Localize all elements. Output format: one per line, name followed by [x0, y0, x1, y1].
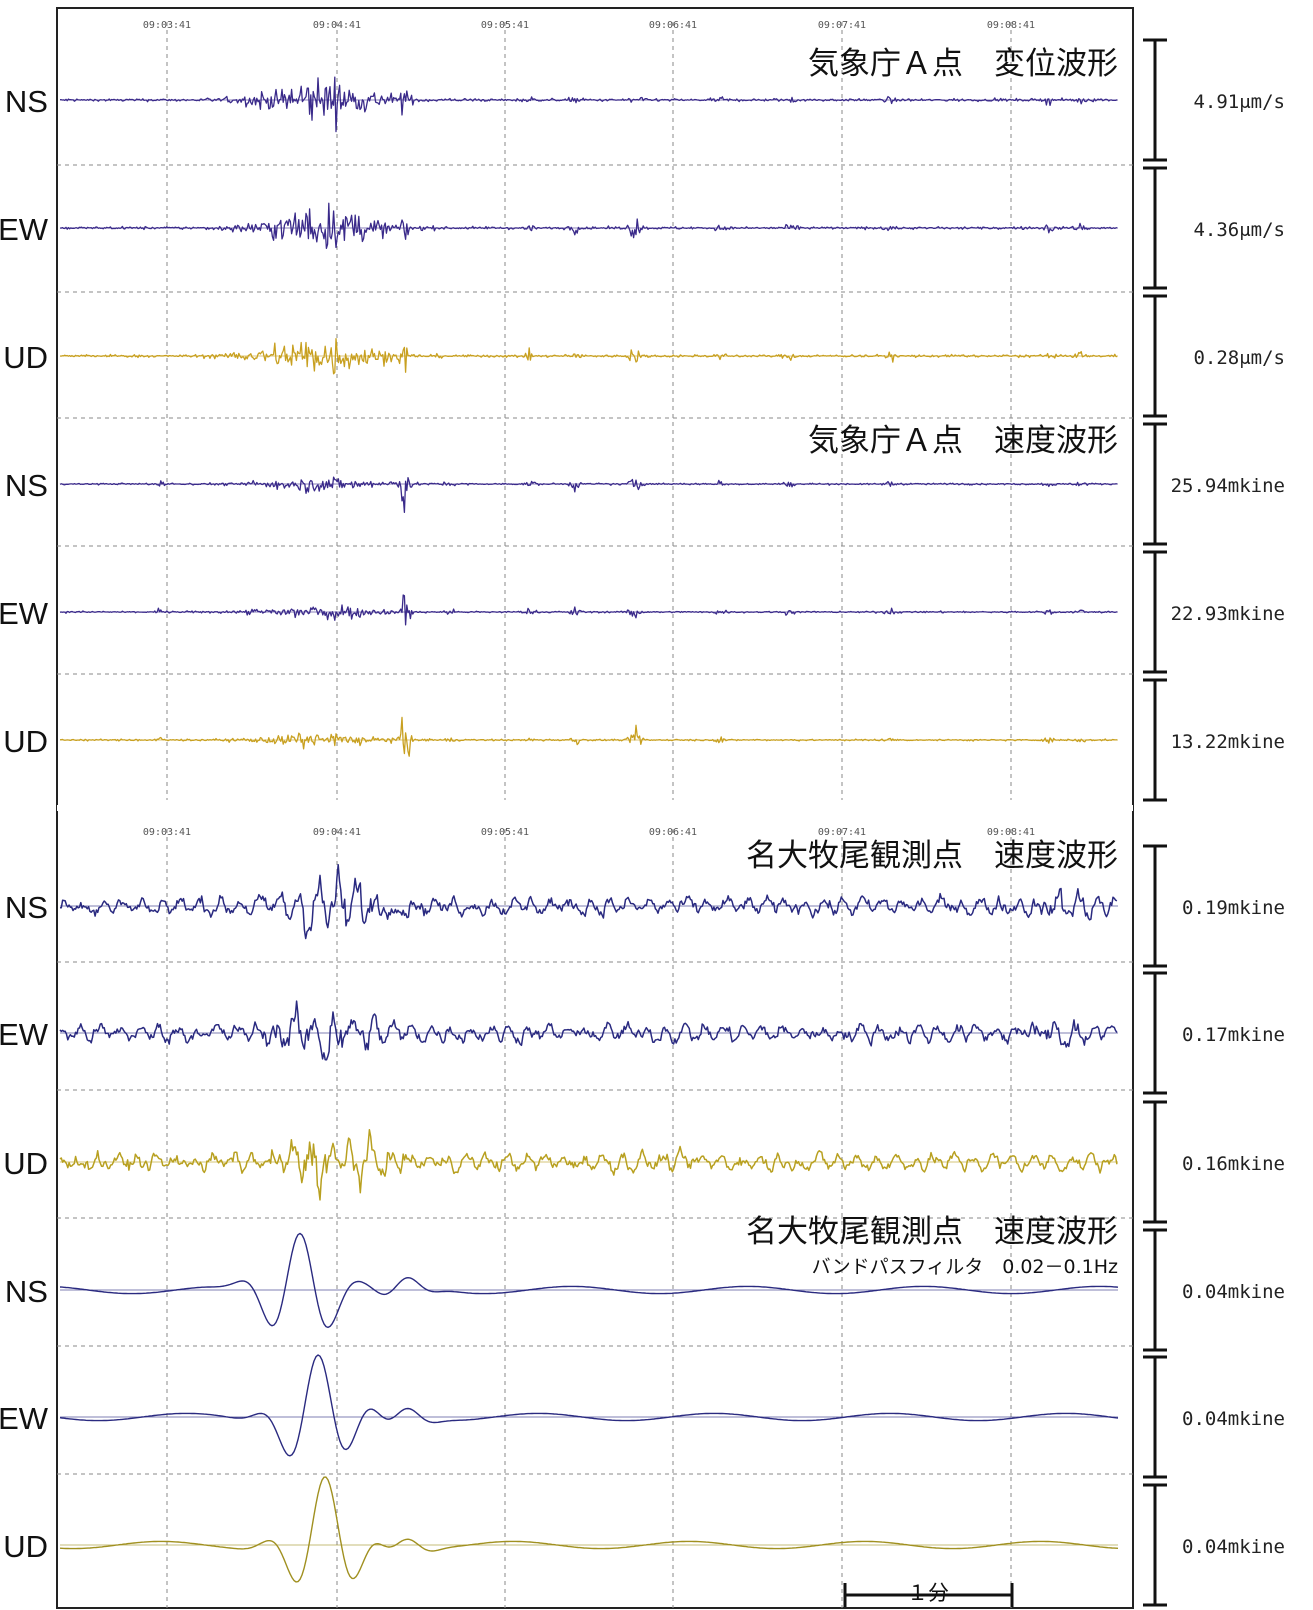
scale-label: 25.94mkine — [1171, 475, 1285, 497]
waveform-ud-panel2 — [59, 716, 1118, 757]
scale-label: 0.04mkine — [1182, 1536, 1285, 1558]
channel-label-ud: UD — [3, 724, 48, 759]
channel-label-ew: EW — [0, 596, 49, 631]
time-tick-label: 09:07:41 — [818, 20, 866, 31]
channel-labels: NS EW UD NS EW UD NS EW UD NS EW UD — [0, 84, 49, 1564]
channel-label-ew: EW — [0, 212, 49, 247]
time-tick-label: 09:08:41 — [987, 827, 1035, 838]
channel-label-ns: NS — [5, 468, 48, 503]
scale-label: 0.28μm/s — [1193, 347, 1285, 369]
waveform-ew-panel1 — [59, 202, 1118, 249]
waveform-traces — [59, 76, 1119, 1583]
panel-title-3: 名大牧尾観測点 速度波形 — [746, 838, 1118, 874]
scale-label: 0.16mkine — [1182, 1153, 1285, 1175]
time-tick-label: 09:05:41 — [481, 20, 529, 31]
channel-label-ew: EW — [0, 1017, 49, 1052]
scale-label: 13.22mkine — [1171, 731, 1285, 753]
time-tick-label: 09:05:41 — [481, 827, 529, 838]
time-tick-label: 09:03:41 — [143, 20, 191, 31]
amplitude-scale-bars: 4.91μm/s 4.36μm/s 0.28μm/s 25.94mkine 22.93m… — [1143, 38, 1285, 1607]
channel-label-ns: NS — [5, 890, 48, 925]
time-tick-label: 09:08:41 — [987, 20, 1035, 31]
waveform-ew-panel2 — [59, 594, 1118, 626]
waveform-ew-panel4 — [59, 1354, 1119, 1457]
waveform-ew-panel3 — [59, 1000, 1118, 1061]
waveform-ns-panel3 — [59, 863, 1118, 940]
scale-label: 0.04mkine — [1182, 1281, 1285, 1303]
channel-label-ns: NS — [5, 1274, 48, 1309]
waveform-ns-panel1 — [59, 76, 1118, 133]
panel-title-4: 名大牧尾観測点 速度波形 — [746, 1214, 1118, 1250]
waveform-ns-panel4 — [59, 1232, 1119, 1329]
scale-label: 0.19mkine — [1182, 897, 1285, 919]
grid-lines — [57, 22, 1133, 1608]
time-tick-label: 09:04:41 — [313, 827, 361, 838]
scale-label: 0.17mkine — [1182, 1024, 1285, 1046]
waveform-ns-panel2 — [59, 476, 1118, 513]
time-tick-label: 09:04:41 — [313, 20, 361, 31]
channel-label-ud: UD — [3, 1146, 48, 1181]
time-tick-label: 09:06:41 — [649, 20, 697, 31]
time-scale-bar-label: １分 — [907, 1581, 949, 1605]
panel-title-2: 気象庁Ａ点 速度波形 — [808, 423, 1118, 459]
time-tick-label: 09:03:41 — [143, 827, 191, 838]
waveform-ud-panel3 — [59, 1129, 1118, 1201]
time-tick-label: 09:06:41 — [649, 827, 697, 838]
scale-label: 0.04mkine — [1182, 1408, 1285, 1430]
channel-label-ns: NS — [5, 84, 48, 119]
scale-label: 4.36μm/s — [1193, 219, 1285, 241]
waveform-ud-panel4 — [59, 1476, 1119, 1583]
channel-label-ud: UD — [3, 1529, 48, 1564]
time-tick-label: 09:07:41 — [818, 827, 866, 838]
time-tick-labels: 09:03:41 09:04:41 09:05:41 09:06:41 09:07:41… — [143, 20, 1035, 838]
scale-label: 4.91μm/s — [1193, 91, 1285, 113]
channel-label-ew: EW — [0, 1401, 49, 1436]
scale-label: 22.93mkine — [1171, 603, 1285, 625]
panel-title-1: 気象庁Ａ点 変位波形 — [808, 46, 1118, 82]
time-scale-bar: １分 — [843, 1581, 1014, 1607]
panel-subtitle-4: バンドパスフィルタ 0.02－0.1Hz — [812, 1256, 1118, 1278]
channel-label-ud: UD — [3, 340, 48, 375]
